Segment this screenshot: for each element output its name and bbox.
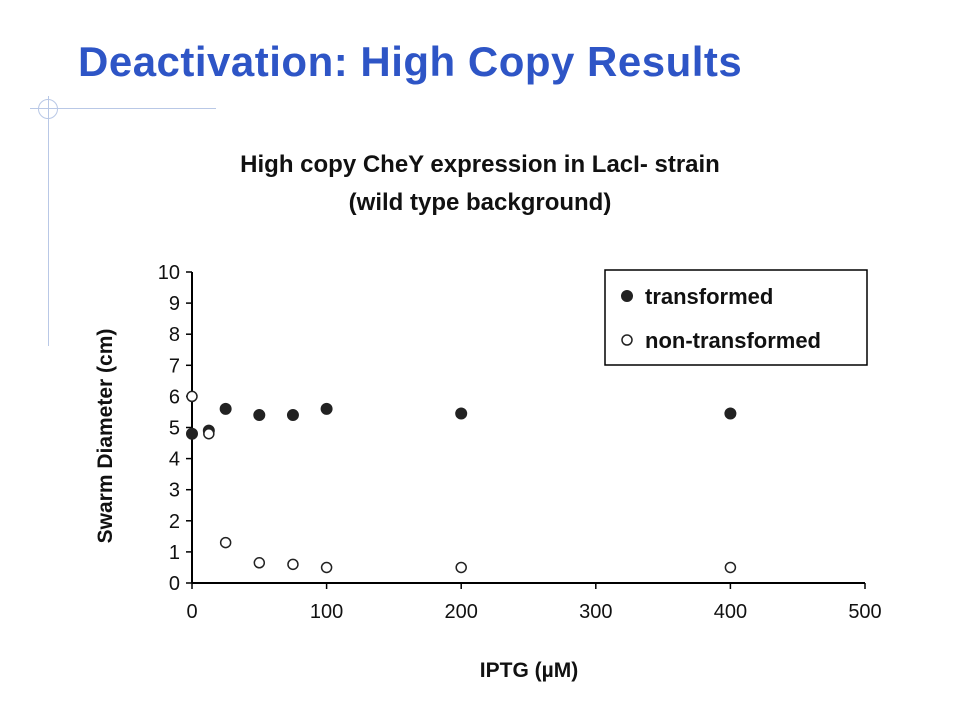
x-tick-label: 400	[714, 601, 747, 623]
transformed-point	[320, 402, 333, 415]
non-transformed-point	[219, 536, 232, 549]
non-transformed-point	[455, 561, 467, 574]
y-tick-label: 10	[158, 262, 180, 284]
x-tick-label: 100	[310, 601, 343, 623]
chart-legend: transformed non-transformed	[604, 269, 868, 366]
non-transformed-point	[320, 561, 333, 574]
chart-points	[186, 390, 737, 574]
transformed-point	[455, 407, 468, 420]
decorative-vertical-line	[48, 96, 49, 346]
non-transformed-point	[724, 561, 737, 574]
legend-marker-transformed	[621, 290, 633, 302]
y-tick-label: 3	[169, 480, 180, 502]
non-transformed-point	[253, 557, 266, 569]
y-tick-label: 5	[169, 418, 180, 440]
x-tick-label: 0	[186, 601, 197, 623]
transformed-point	[286, 409, 299, 422]
transformed-point	[724, 407, 737, 420]
x-tick-label: 200	[445, 601, 478, 623]
chart-title-block: High copy CheY expression in LacI- strai…	[150, 146, 810, 222]
transformed-point	[186, 427, 198, 440]
transformed-point	[219, 402, 232, 415]
legend-label: non-transformed	[645, 328, 821, 353]
legend-box	[604, 269, 868, 366]
decorative-circle	[38, 99, 58, 119]
non-transformed-point	[287, 558, 299, 571]
non-transformed-point	[186, 390, 198, 403]
y-tick-label: 8	[169, 324, 180, 346]
y-tick-label: 9	[169, 293, 180, 315]
chart-subtitle: (wild type background)	[348, 189, 612, 216]
y-tick-label: 4	[169, 449, 180, 471]
x-axis-label: IPTG (µM)	[480, 659, 578, 682]
legend-marker-non-transformed	[621, 334, 633, 346]
transformed-point	[253, 409, 266, 422]
x-tick-label: 500	[848, 601, 881, 623]
x-tick-label: 300	[579, 601, 612, 623]
y-tick-label: 0	[169, 573, 180, 595]
y-axis-label: Swarm Diameter (cm)	[94, 329, 117, 544]
y-tick-label: 6	[169, 386, 180, 408]
legend-label: transformed	[645, 284, 773, 309]
decorative-horizontal-line	[30, 108, 216, 109]
non-transformed-point	[203, 427, 215, 440]
y-tick-label: 7	[169, 355, 180, 377]
slide-title: Deactivation: High Copy Results	[78, 38, 743, 85]
y-tick-label: 2	[169, 511, 180, 533]
chart-title: High copy CheY expression in LacI- strai…	[240, 151, 720, 178]
y-tick-label: 1	[169, 542, 180, 564]
